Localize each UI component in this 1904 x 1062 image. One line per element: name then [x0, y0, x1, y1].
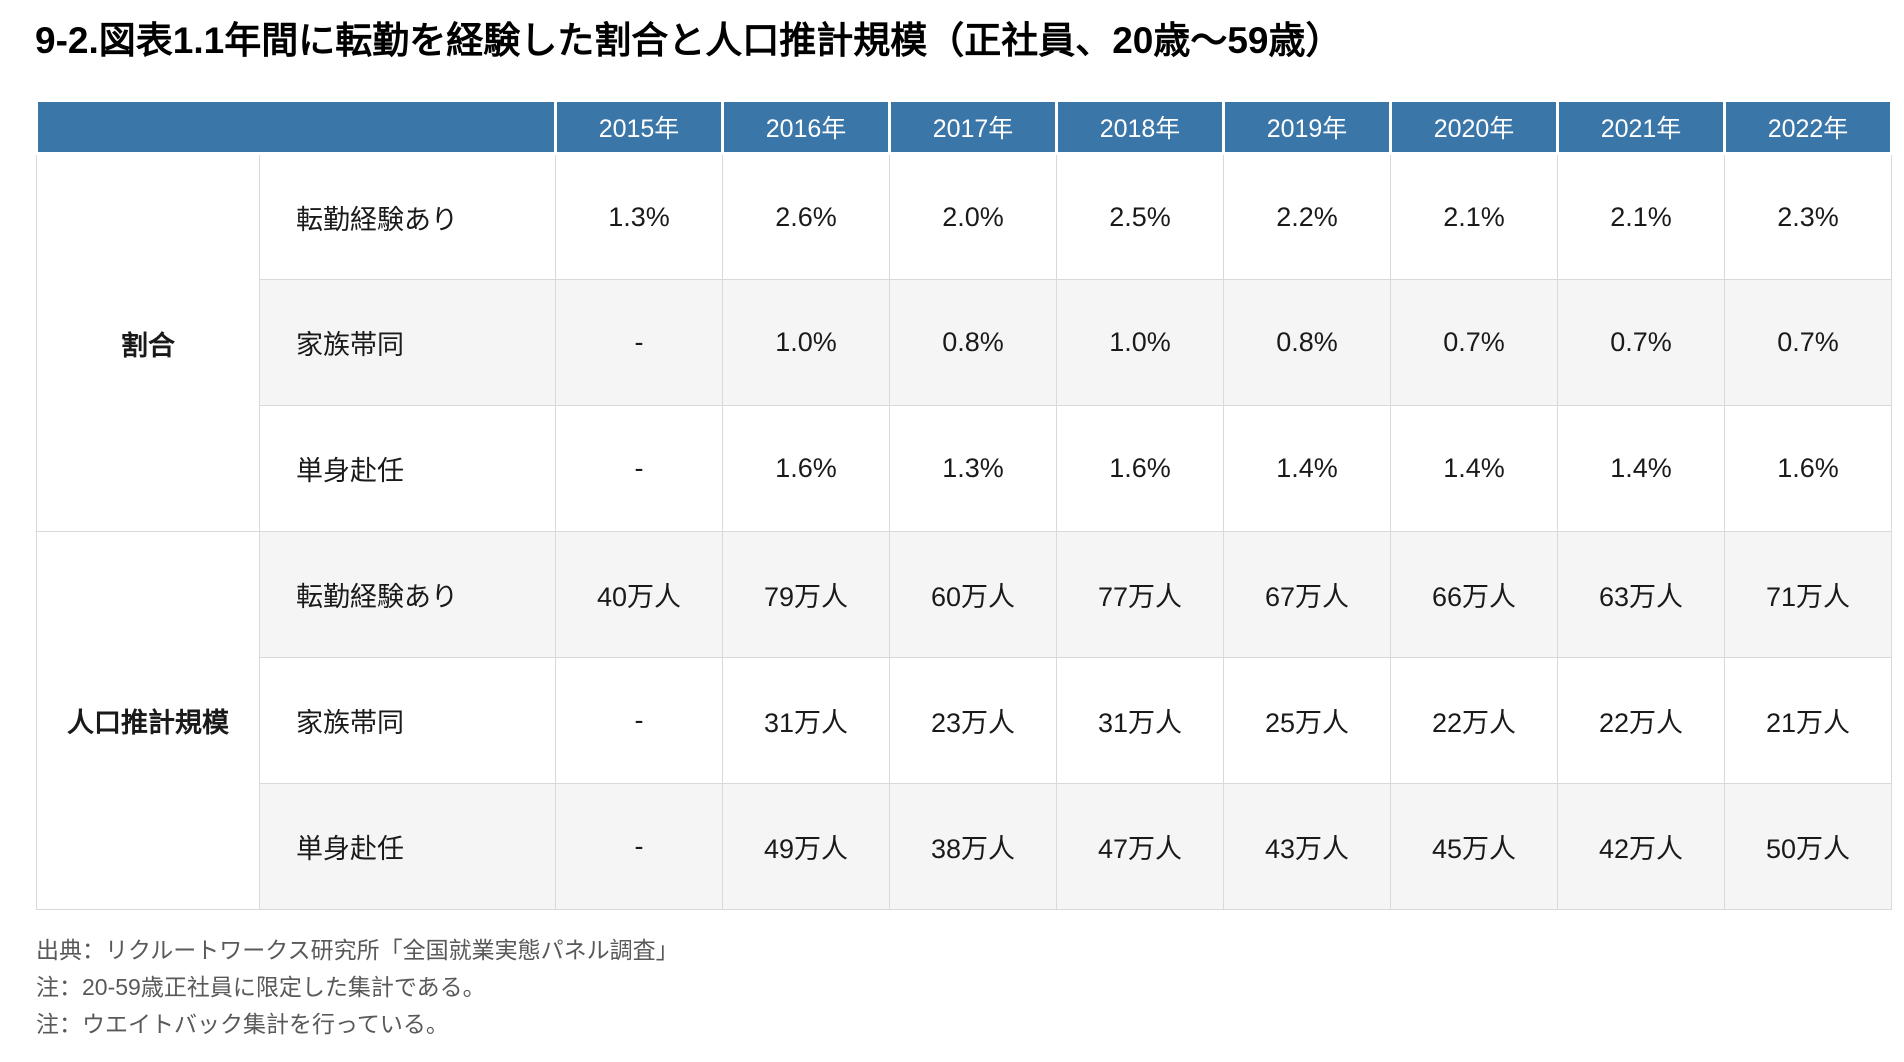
value-cell: 23万人 [889, 657, 1057, 784]
value-cell: 0.7% [1724, 279, 1892, 406]
value-cell: 45万人 [1390, 783, 1558, 910]
value-cell: 1.6% [722, 405, 890, 532]
value-cell: 22万人 [1390, 657, 1558, 784]
value-cell: 47万人 [1056, 783, 1224, 910]
value-cell: 0.8% [1223, 279, 1391, 406]
value-cell: 25万人 [1223, 657, 1391, 784]
source-note: 出典：リクルートワークス研究所「全国就業実態パネル調査」 [36, 937, 679, 963]
column-header-year: 2019年 [1222, 99, 1392, 155]
table-row: 人口推計規模 転勤経験あり 40万人 79万人 60万人 77万人 67万人 6… [36, 531, 1892, 910]
column-header-year: 2020年 [1389, 99, 1559, 155]
value-cell: 31万人 [1056, 657, 1224, 784]
row-label: 転勤経験あり [259, 531, 556, 658]
header-row: 2015年 2016年 2017年 2018年 2019年 2020年 2021… [35, 99, 1893, 155]
table-row: 単身赴任 - 1.6% 1.3% 1.6% 1.4% 1.4% 1.4% 1.6… [37, 405, 1892, 532]
value-cell: 40万人 [555, 531, 723, 658]
column-header-year: 2018年 [1055, 99, 1225, 155]
value-cell: 38万人 [889, 783, 1057, 910]
note-line: 注：ウエイトバック集計を行っている。 [36, 1011, 449, 1037]
value-cell: 0.7% [1390, 279, 1558, 406]
value-cell: 66万人 [1390, 531, 1558, 658]
row-label: 単身赴任 [259, 783, 556, 910]
row-label: 家族帯同 [259, 279, 556, 406]
value-cell: 1.4% [1223, 405, 1391, 532]
value-cell: 63万人 [1557, 531, 1725, 658]
value-cell: 1.3% [555, 153, 723, 280]
value-cell: 1.6% [1056, 405, 1224, 532]
value-cell: 2.5% [1056, 153, 1224, 280]
value-cell: - [555, 279, 723, 406]
row-label: 単身赴任 [259, 405, 556, 532]
value-cell: - [555, 405, 723, 532]
value-cell: 1.6% [1724, 405, 1892, 532]
table-row: 家族帯同 - 1.0% 0.8% 1.0% 0.8% 0.7% 0.7% 0.7… [37, 279, 1892, 406]
value-cell: - [555, 657, 723, 784]
value-cell: 42万人 [1557, 783, 1725, 910]
note-line: 注：20-59歳正社員に限定した集計である。 [36, 974, 486, 1000]
value-cell: 1.0% [722, 279, 890, 406]
column-header-year: 2022年 [1723, 99, 1893, 155]
value-cell: - [555, 783, 723, 910]
value-cell: 1.0% [1056, 279, 1224, 406]
column-header-year: 2015年 [554, 99, 724, 155]
value-cell: 49万人 [722, 783, 890, 910]
value-cell: 31万人 [722, 657, 890, 784]
column-header-year: 2021年 [1556, 99, 1726, 155]
value-cell: 2.3% [1724, 153, 1892, 280]
value-cell: 2.1% [1390, 153, 1558, 280]
value-cell: 71万人 [1724, 531, 1892, 658]
row-group-label-ratio: 割合 [36, 153, 260, 532]
value-cell: 2.1% [1557, 153, 1725, 280]
value-cell: 1.3% [889, 405, 1057, 532]
footnotes: 出典：リクルートワークス研究所「全国就業実態パネル調査」 注：20-59歳正社員… [36, 932, 679, 1043]
table-row: 家族帯同 - 31万人 23万人 31万人 25万人 22万人 22万人 21万… [37, 657, 1892, 784]
value-cell: 21万人 [1724, 657, 1892, 784]
table-row: 単身赴任 - 49万人 38万人 47万人 43万人 45万人 42万人 50万… [37, 783, 1892, 910]
transfer-statistics-table: 2015年 2016年 2017年 2018年 2019年 2020年 2021… [35, 99, 1893, 910]
row-label: 転勤経験あり [259, 153, 556, 280]
value-cell: 2.6% [722, 153, 890, 280]
value-cell: 1.4% [1390, 405, 1558, 532]
value-cell: 0.8% [889, 279, 1057, 406]
row-label: 家族帯同 [259, 657, 556, 784]
column-header-year: 2016年 [721, 99, 891, 155]
value-cell: 67万人 [1223, 531, 1391, 658]
value-cell: 43万人 [1223, 783, 1391, 910]
value-cell: 0.7% [1557, 279, 1725, 406]
value-cell: 77万人 [1056, 531, 1224, 658]
column-header-year: 2017年 [888, 99, 1058, 155]
value-cell: 50万人 [1724, 783, 1892, 910]
table-row: 割合 転勤経験あり 1.3% 2.6% 2.0% 2.5% 2.2% 2.1% … [36, 153, 1892, 532]
value-cell: 22万人 [1557, 657, 1725, 784]
value-cell: 2.0% [889, 153, 1057, 280]
value-cell: 1.4% [1557, 405, 1725, 532]
value-cell: 2.2% [1223, 153, 1391, 280]
row-group-label-population: 人口推計規模 [36, 531, 260, 910]
corner-cell [35, 99, 557, 155]
page-title: 9-2.図表1.1年間に転勤を経験した割合と人口推計規模（正社員、20歳～59歳… [35, 20, 1343, 61]
value-cell: 60万人 [889, 531, 1057, 658]
value-cell: 79万人 [722, 531, 890, 658]
